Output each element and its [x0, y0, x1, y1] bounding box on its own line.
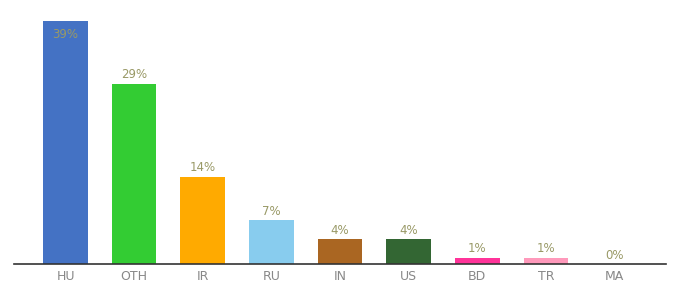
Text: 1%: 1% [537, 242, 555, 255]
Text: 0%: 0% [605, 248, 624, 262]
Text: 39%: 39% [52, 28, 79, 41]
Text: 29%: 29% [121, 68, 148, 81]
Text: 4%: 4% [399, 224, 418, 237]
Text: 7%: 7% [262, 205, 281, 218]
Bar [180, 177, 225, 264]
Text: 1%: 1% [468, 242, 486, 255]
Bar [249, 220, 294, 264]
Text: 14%: 14% [190, 161, 216, 174]
Bar [318, 239, 362, 264]
Bar [112, 84, 156, 264]
Bar [386, 239, 431, 264]
Bar [44, 21, 88, 264]
Bar [524, 258, 568, 264]
Bar [455, 258, 500, 264]
Text: 4%: 4% [330, 224, 350, 237]
